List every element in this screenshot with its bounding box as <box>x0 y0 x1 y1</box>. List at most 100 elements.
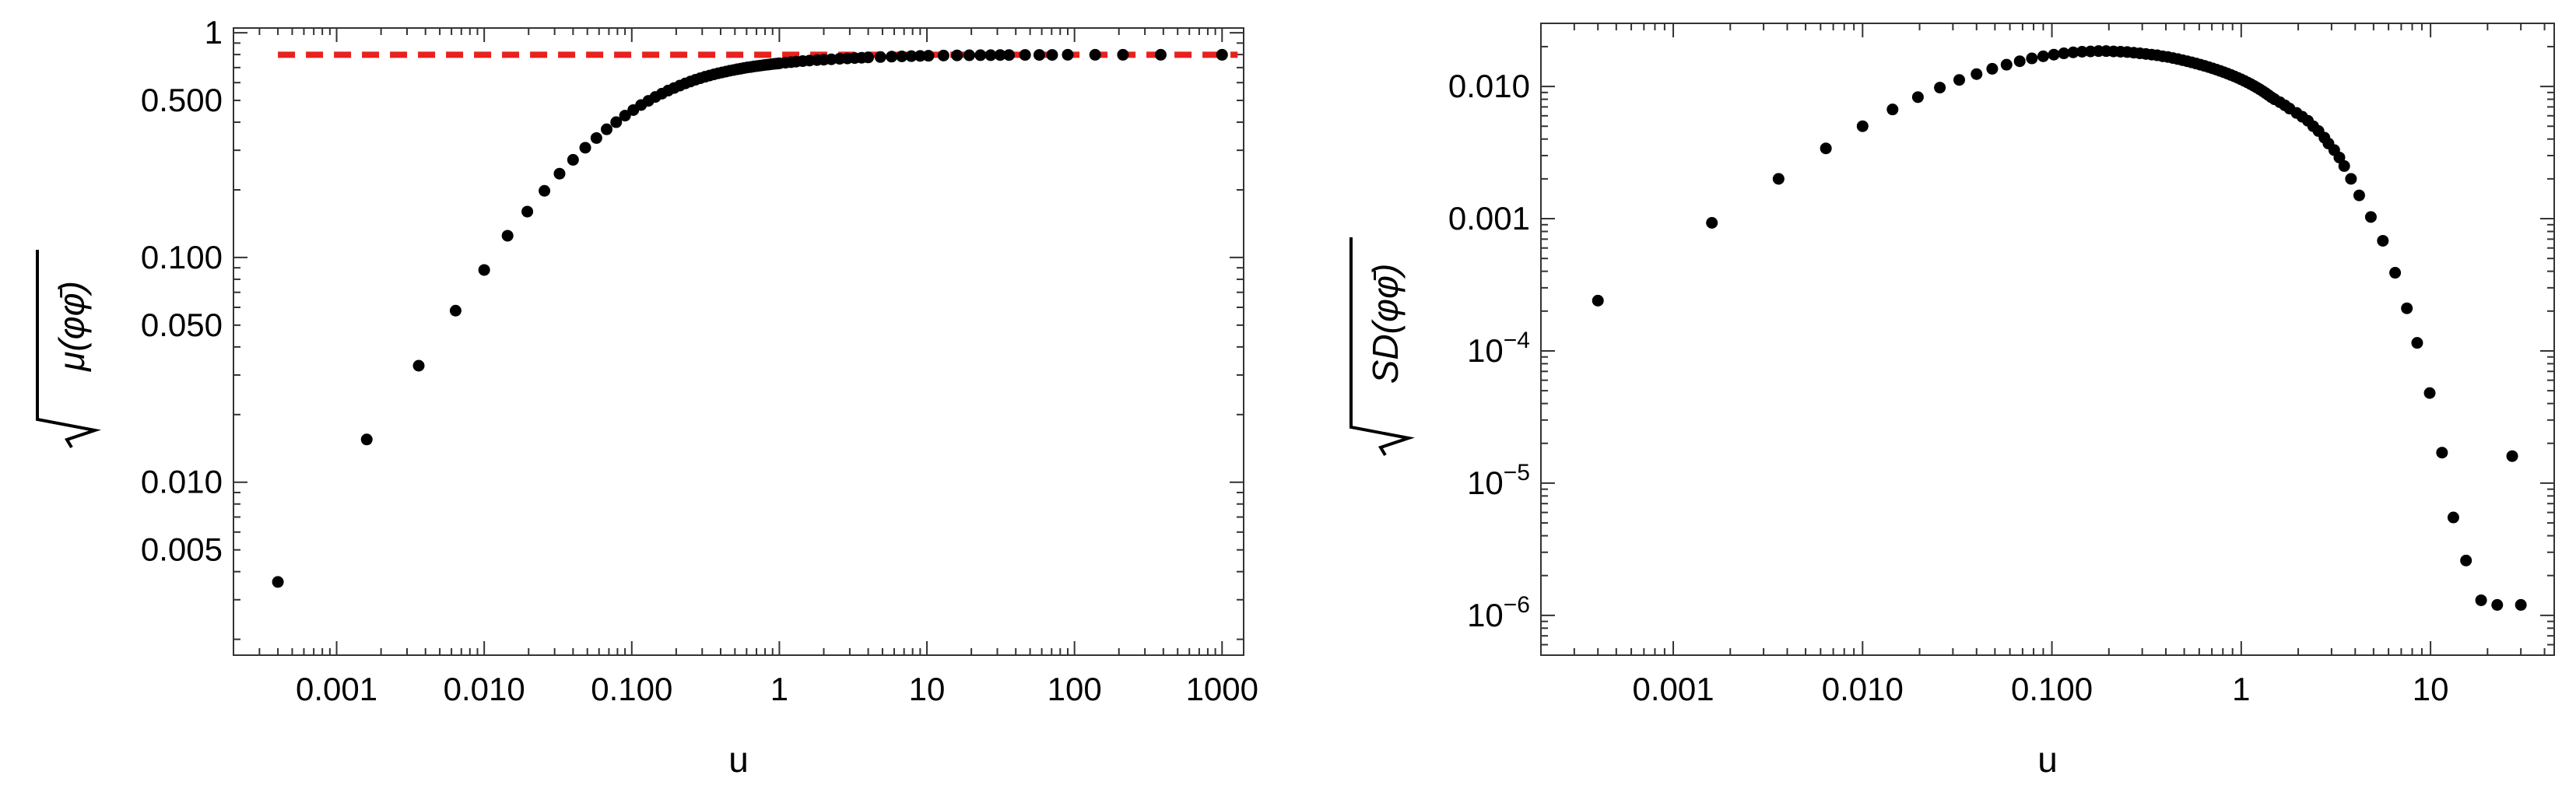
data-point <box>610 116 623 128</box>
y-axis-ticks <box>1541 23 2554 656</box>
y-tick-label: 0.010 <box>1448 68 1530 104</box>
x-tick-label: 0.100 <box>2011 671 2093 707</box>
y-tick-label: 0.001 <box>1448 200 1530 237</box>
x-tick-label: 1 <box>770 671 788 707</box>
data-point <box>914 50 926 62</box>
data-point <box>478 264 490 276</box>
data-point <box>2447 511 2459 524</box>
x-axis-ticks <box>1540 23 2546 655</box>
data-point <box>1856 120 1869 132</box>
y-tick-label: 10−5 <box>1467 460 1530 501</box>
data-point <box>1934 82 1946 94</box>
radical-sign <box>36 250 101 449</box>
data-point <box>874 51 886 63</box>
data-point <box>567 153 579 166</box>
y-tick-label: 0.005 <box>141 531 223 568</box>
data-point <box>1971 68 1983 80</box>
data-point <box>1117 48 1129 61</box>
data-point <box>2345 173 2357 185</box>
data-point <box>2338 160 2350 172</box>
plot-frame <box>1540 23 2555 656</box>
data-point <box>590 131 602 144</box>
data-point <box>2067 46 2079 58</box>
data-point <box>2401 302 2413 314</box>
data-point <box>601 123 613 135</box>
data-point <box>521 205 534 218</box>
y-axis-label: μ(φφ̄) <box>36 250 101 449</box>
y-tick-label: 0.500 <box>141 82 223 118</box>
data-point <box>2026 52 2038 65</box>
x-axis-label: u <box>2037 739 2058 780</box>
y-tick-label: 10−6 <box>1467 592 1530 633</box>
x-tick-label: 10 <box>909 671 946 707</box>
data-point <box>984 49 997 61</box>
data-point <box>2353 189 2365 202</box>
data-point <box>2076 45 2088 58</box>
data-point <box>539 184 551 197</box>
plot-marks <box>272 48 1238 588</box>
y-tick-label: 0.100 <box>141 239 223 275</box>
data-point <box>553 167 566 180</box>
data-point <box>412 359 425 372</box>
y-tick-label: 1 <box>205 14 223 51</box>
data-point <box>2000 58 2013 71</box>
data-point <box>579 142 591 154</box>
plot-marks <box>1592 45 2527 611</box>
data-point <box>2377 234 2389 247</box>
data-point <box>1820 142 1832 155</box>
data-point <box>2364 211 2377 223</box>
data-point <box>2411 337 2423 349</box>
x-tick-label: 0.010 <box>444 671 525 707</box>
data-point <box>963 49 975 61</box>
data-point <box>951 49 963 61</box>
data-point <box>2515 598 2527 611</box>
data-point <box>1033 49 1045 61</box>
data-point <box>1706 216 1718 229</box>
data-point <box>1986 62 1999 75</box>
radical-sign <box>1349 237 1415 457</box>
data-point <box>449 304 462 317</box>
data-point <box>2013 55 2026 68</box>
x-tick-label: 100 <box>1048 671 1102 707</box>
x-tick-label: 0.001 <box>1632 671 1714 707</box>
data-point <box>1089 48 1101 61</box>
data-point <box>1953 74 1965 86</box>
x-axis-ticks <box>233 28 1223 655</box>
data-point <box>922 50 935 62</box>
data-point <box>1886 103 1899 116</box>
data-point <box>2506 450 2518 462</box>
y-axis-label: SD(φφ̄) <box>1349 237 1415 457</box>
data-point <box>1062 48 1074 61</box>
y-tick-label: 10−4 <box>1467 328 1530 369</box>
data-point <box>2333 151 2346 163</box>
data-point <box>619 110 631 122</box>
data-point <box>1216 48 1228 61</box>
x-tick-label: 1 <box>2232 671 2250 707</box>
data-point <box>2037 50 2049 62</box>
data-point <box>974 49 987 61</box>
data-point <box>2058 47 2070 60</box>
data-point <box>825 53 837 65</box>
x-tick-label: 0.010 <box>1822 671 1904 707</box>
data-point <box>862 51 875 64</box>
data-point <box>1911 91 1924 103</box>
data-point <box>1154 48 1167 61</box>
data-point <box>1772 173 1785 185</box>
data-point <box>2436 447 2448 459</box>
data-point <box>272 576 284 588</box>
data-point <box>2475 594 2487 606</box>
y-axis-label-text: SD(φφ̄) <box>1365 264 1406 384</box>
data-point <box>2048 48 2060 61</box>
data-point <box>1019 49 1031 61</box>
y-tick-label: 0.050 <box>141 307 223 343</box>
data-point <box>896 50 908 62</box>
data-point <box>1592 294 1604 307</box>
data-point <box>2460 554 2472 566</box>
chart-panel-2: 0.001 0.010 0.100 1 10 10−6 10−5 10−4 0.001 0.010… <box>1349 23 2555 780</box>
x-axis-label: u <box>728 739 749 780</box>
data-point <box>501 230 514 242</box>
data-point <box>937 49 949 61</box>
chart-panel-1: 0.001 0.010 0.100 1 10 100 1000 0.005 0.010 0.050… <box>36 14 1258 780</box>
x-tick-label: 0.001 <box>296 671 377 707</box>
